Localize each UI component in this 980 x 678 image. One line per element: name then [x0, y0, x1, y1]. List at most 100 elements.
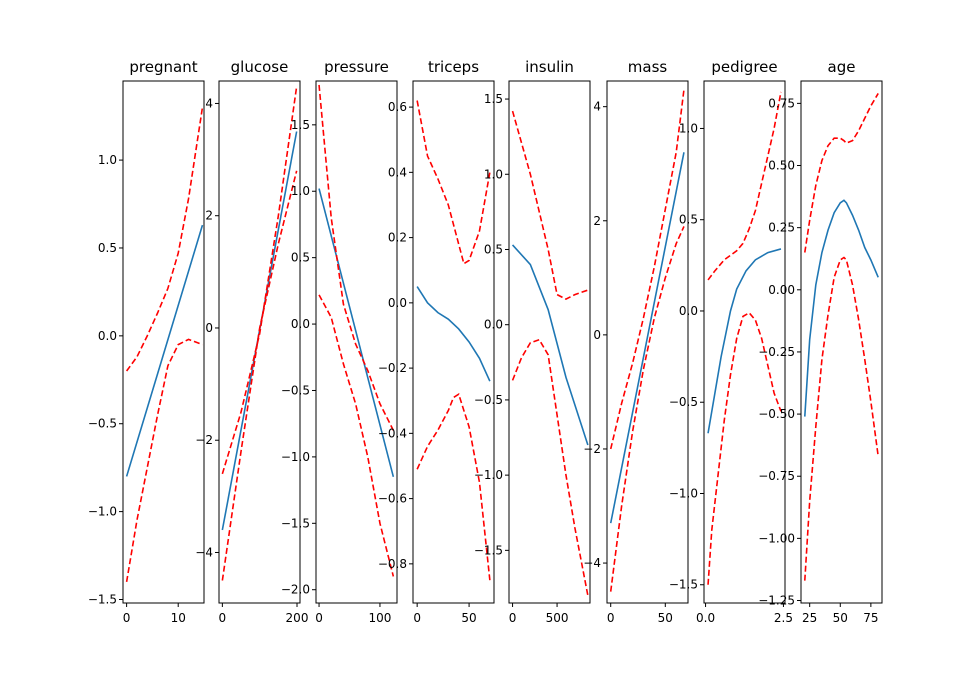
y-tick-label-age: −1.00 [758, 531, 795, 545]
y-tick-label-age: −0.25 [758, 345, 795, 359]
panel-insulin: −1.5 −1.0 −0.5 0.0 0.5 1.0 1.5 0 500 insulin [474, 58, 591, 625]
y-tick-label-pregnant: −1.0 [88, 505, 117, 519]
x-tick-label-triceps: 50 [461, 611, 476, 625]
x-tick-label-pedigree: 2.5 [774, 611, 793, 625]
plot-frame-insulin [508, 80, 591, 604]
y-tick-label-glucose: 4 [205, 96, 213, 110]
panel-mass: −4 −2 0 2 4 0 50 mass [583, 58, 689, 625]
x-tick-label-triceps: 0 [413, 611, 421, 625]
y-tick-label-pressure: 1.5 [291, 118, 310, 132]
y-tick-label-pressure: 1.0 [291, 184, 310, 198]
band-upper-line-age [803, 93, 879, 253]
y-tick-label-triceps: −0.8 [378, 557, 407, 571]
fit-line-mass [609, 152, 685, 524]
x-tick-label-mass: 0 [607, 611, 615, 625]
x-tick-label-insulin: 0 [509, 611, 517, 625]
y-tick-label-pedigree: 0.0 [679, 304, 698, 318]
fit-line-insulin [511, 244, 589, 446]
x-tick-label-mass: 50 [658, 611, 673, 625]
y-tick-label-age: −0.50 [758, 407, 795, 421]
y-tick-label-pressure: −2.0 [281, 583, 310, 597]
panel-title-insulin: insulin [525, 58, 574, 76]
x-tick-label-age: 25 [802, 611, 817, 625]
y-tick-label-insulin: 0.0 [484, 318, 503, 332]
y-tick-label-glucose: 2 [205, 209, 213, 223]
y-tick-label-insulin: 1.0 [484, 167, 503, 181]
panel-title-pressure: pressure [324, 58, 389, 76]
y-tick-label-pressure: 0.0 [291, 317, 310, 331]
fit-line-pregnant [125, 224, 204, 477]
band-lower-line-pressure [318, 294, 395, 577]
band-upper-line-pedigree [707, 91, 782, 281]
plot-frame-pressure [315, 80, 398, 604]
panel-pedigree: −1.5 −1.0 −0.5 0.0 0.5 1.0 0.0 2.5 pedigree [669, 58, 793, 625]
band-lower-line-pregnant [125, 338, 203, 583]
x-tick-label-glucose: 200 [286, 611, 309, 625]
y-tick-label-pregnant: 0.5 [98, 241, 117, 255]
plot-frame-glucose [218, 80, 301, 604]
y-tick-label-triceps: 0.4 [388, 165, 407, 179]
y-tick-label-pressure: −1.0 [281, 450, 310, 464]
y-tick-label-pedigree: −1.5 [669, 578, 698, 592]
y-tick-label-insulin: −1.5 [474, 543, 503, 557]
x-tick-label-pedigree: 0.0 [696, 611, 715, 625]
y-tick-label-triceps: 0.0 [388, 296, 407, 310]
panel-age: −1.25 −1.00 −0.75 −0.50 −0.25 0.00 0.25 0.50 0.7… [758, 58, 883, 625]
band-lower-line-glucose [221, 170, 298, 581]
band-upper-line-pregnant [125, 107, 204, 372]
panel-pregnant: −1.5 −1.0 −0.5 0.0 0.5 1.0 0 10 pregnant [88, 58, 205, 625]
y-tick-label-age: 0.50 [768, 159, 795, 173]
y-tick-label-pedigree: 0.5 [679, 213, 698, 227]
y-tick-label-age: 0.75 [768, 96, 795, 110]
y-tick-label-glucose: −4 [195, 545, 213, 559]
y-tick-label-pedigree: −0.5 [669, 395, 698, 409]
panel-triceps: −0.8 −0.6 −0.4 −0.2 0.0 0.2 0.4 0.6 0 50 triceps [378, 58, 495, 625]
x-tick-label-pregnant: 0 [123, 611, 131, 625]
x-tick-label-pressure: 0 [315, 611, 323, 625]
plot-frame-pregnant [122, 80, 205, 604]
panel-pressure: −2.0 −1.5 −1.0 −0.5 0.0 0.5 1.0 1.5 0 100 pressure [281, 58, 398, 625]
panel-title-pedigree: pedigree [711, 58, 777, 76]
fit-line-pedigree [707, 248, 782, 434]
y-tick-label-triceps: −0.6 [378, 492, 407, 506]
y-tick-label-mass: −2 [583, 442, 601, 456]
panel-title-mass: mass [628, 58, 668, 76]
y-tick-label-pressure: 0.5 [291, 251, 310, 265]
band-upper-line-triceps [416, 100, 491, 265]
y-tick-label-mass: −4 [583, 556, 601, 570]
y-tick-label-glucose: −2 [195, 433, 213, 447]
y-tick-label-insulin: 1.5 [484, 92, 503, 106]
panel-title-triceps: triceps [428, 58, 479, 76]
band-upper-line-insulin [511, 110, 589, 301]
plot-frame-pedigree [703, 80, 786, 604]
y-tick-label-pedigree: 1.0 [679, 121, 698, 135]
fit-line-age [803, 199, 879, 417]
fit-line-pressure [318, 188, 395, 478]
y-tick-label-pedigree: −1.0 [669, 486, 698, 500]
x-tick-label-glucose: 0 [219, 611, 227, 625]
y-tick-label-age: 0.25 [768, 221, 795, 235]
band-upper-line-glucose [221, 86, 298, 475]
y-tick-label-pressure: −1.5 [281, 516, 310, 530]
y-tick-label-pregnant: 1.0 [98, 153, 117, 167]
plot-frame-mass [606, 80, 689, 604]
y-tick-label-triceps: 0.2 [388, 231, 407, 245]
y-tick-label-mass: 4 [593, 100, 601, 114]
fit-line-triceps [416, 286, 491, 382]
y-tick-label-triceps: −0.2 [378, 361, 407, 375]
y-tick-label-mass: 0 [593, 328, 601, 342]
y-tick-label-pregnant: −0.5 [88, 417, 117, 431]
x-tick-label-pregnant: 10 [171, 611, 186, 625]
y-tick-label-insulin: −0.5 [474, 393, 503, 407]
x-tick-label-age: 75 [863, 611, 878, 625]
panel-title-age: age [828, 58, 856, 76]
y-tick-label-glucose: 0 [205, 321, 213, 335]
y-tick-label-mass: 2 [593, 214, 601, 228]
panel-glucose: −4 −2 0 2 4 0 200 glucose [195, 58, 308, 625]
band-lower-line-pedigree [707, 311, 782, 585]
y-tick-label-triceps: 0.6 [388, 100, 407, 114]
y-tick-label-age: 0.00 [768, 283, 795, 297]
plot-frame-age [800, 80, 883, 604]
band-lower-line-age [803, 256, 880, 581]
